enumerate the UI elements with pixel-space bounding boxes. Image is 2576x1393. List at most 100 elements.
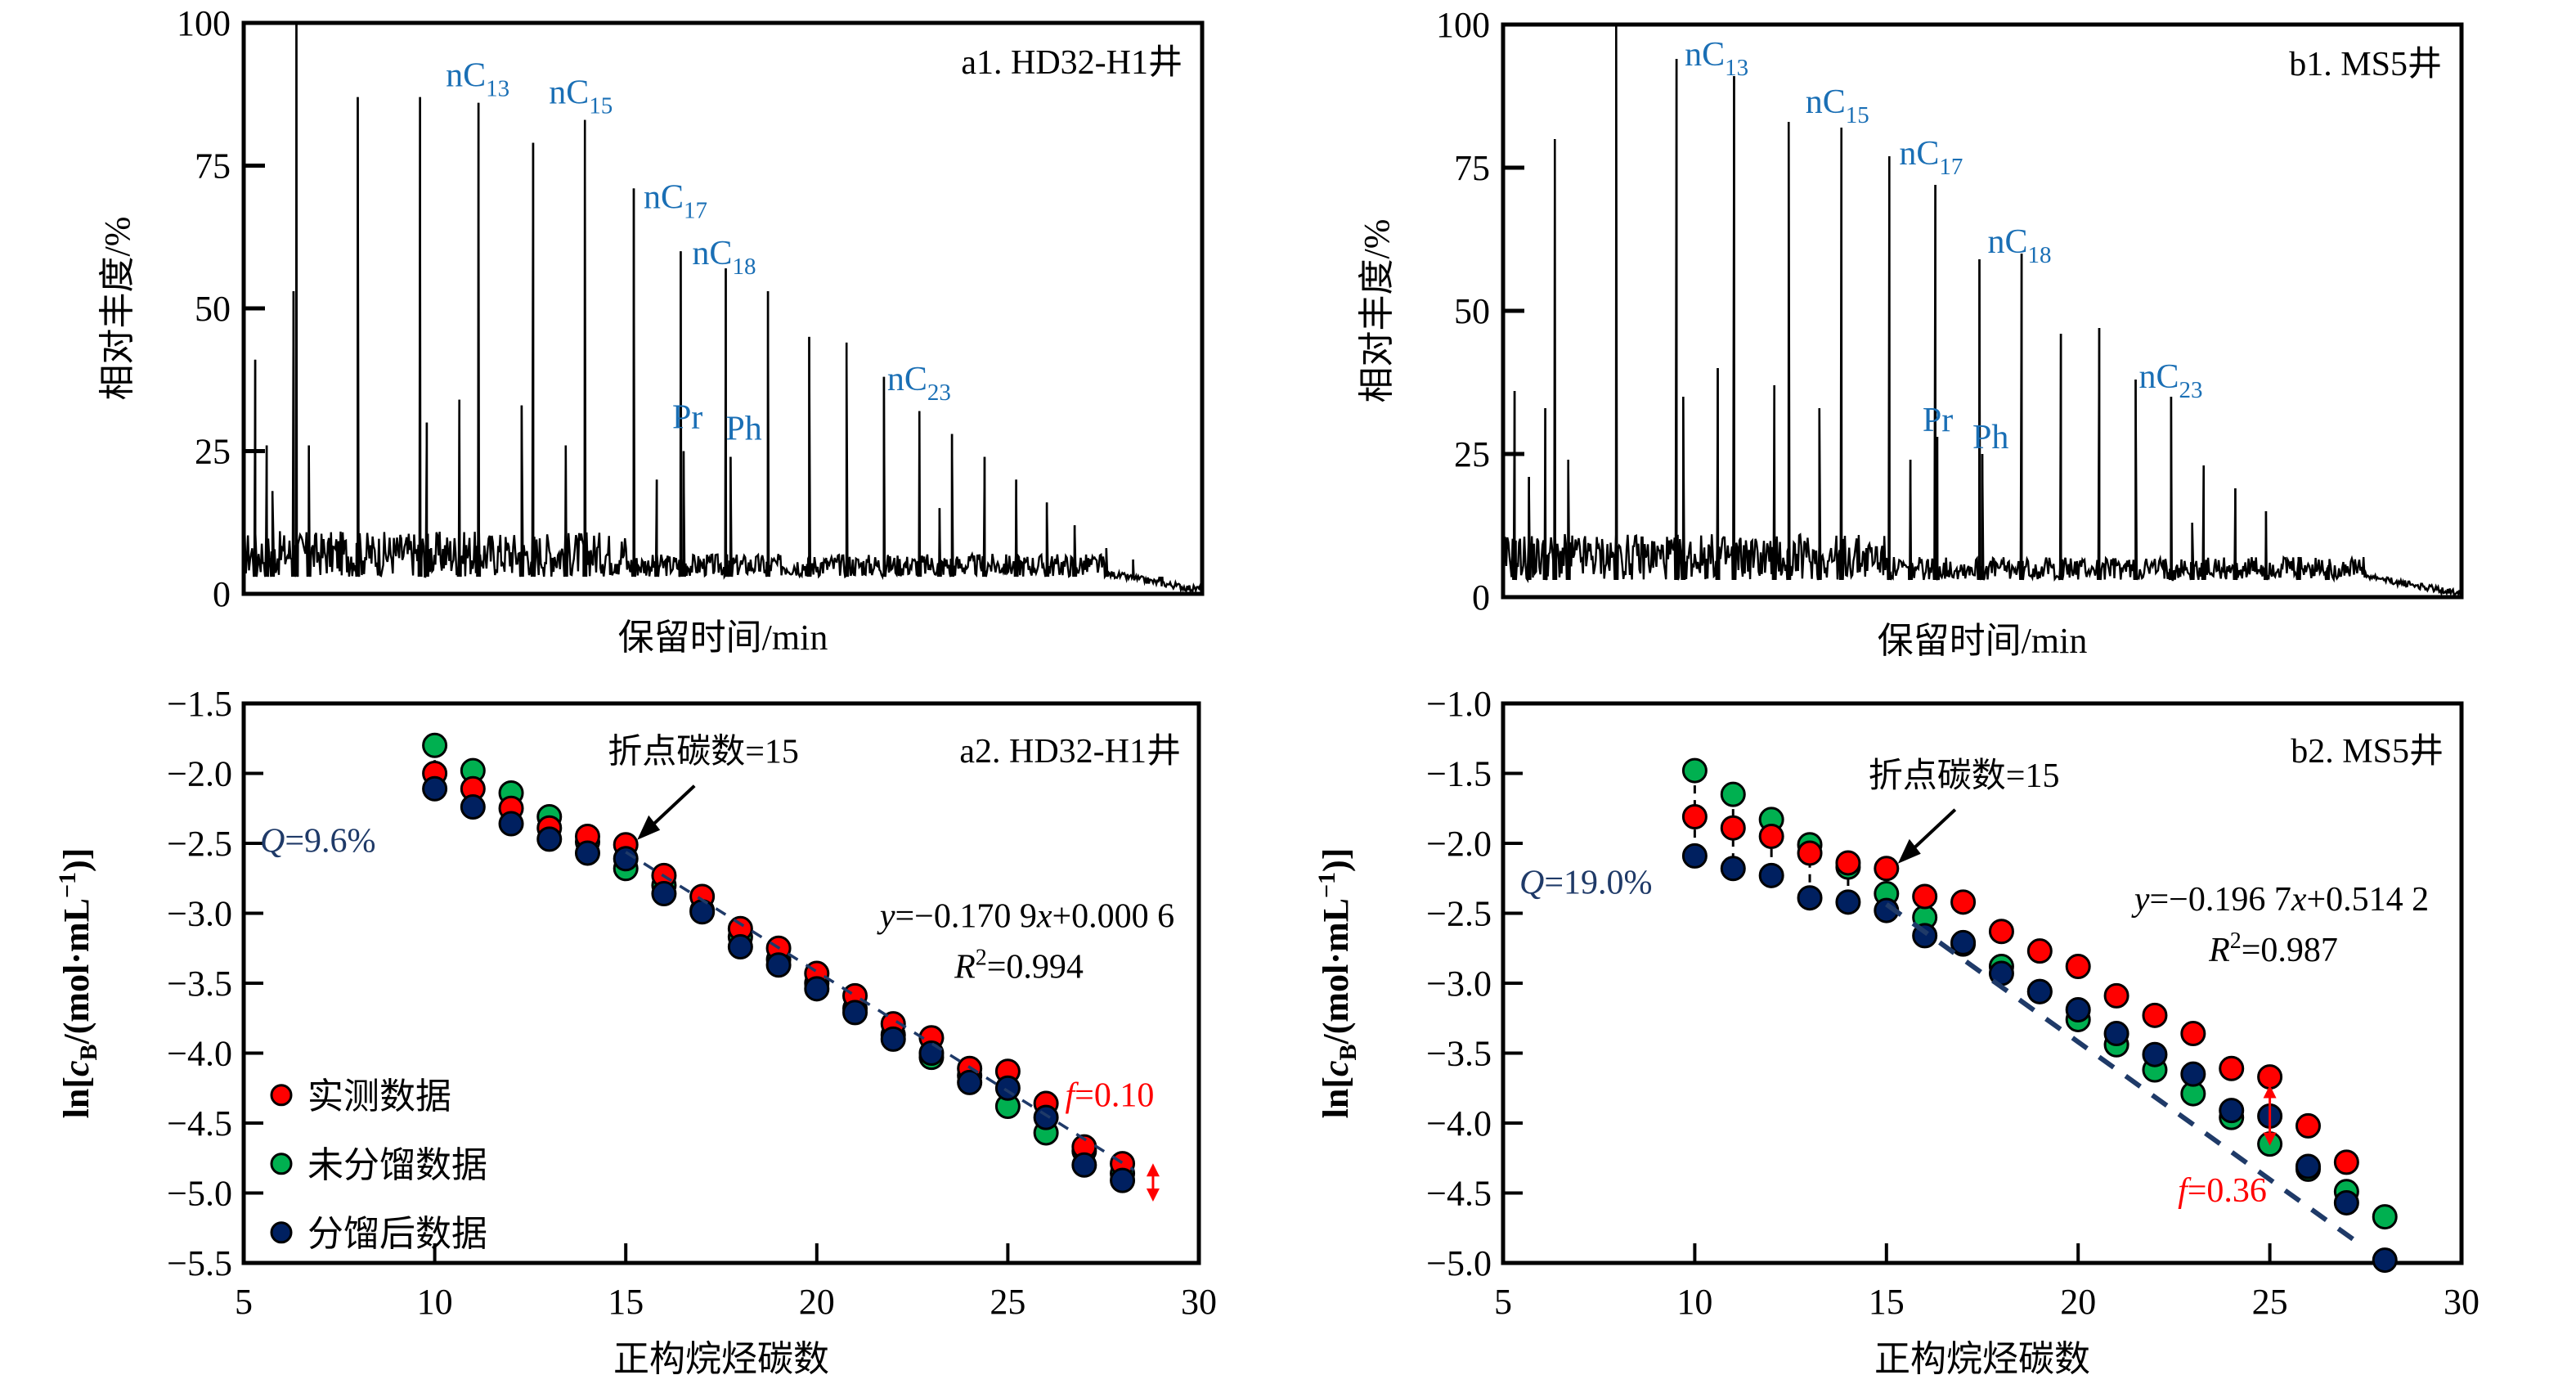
y-tick-label: −5.5	[167, 1243, 232, 1283]
y-axis-title-var: c	[1316, 1060, 1356, 1076]
r-squared-sup: 2	[976, 946, 987, 971]
legend-label: 分馏后数据	[307, 1214, 487, 1254]
legend-label: 未分馏数据	[307, 1145, 487, 1185]
data-point-measured	[1681, 804, 1708, 830]
data-point-unfractionated	[1681, 757, 1708, 784]
fit-equation-x: x	[2291, 881, 2307, 919]
data-point-fractionated	[2333, 1189, 2359, 1216]
r-squared-symbol: R	[2208, 932, 2230, 969]
y-axis-title: 相对丰度/%	[97, 217, 137, 401]
data-point-fractionated	[2219, 1098, 2245, 1124]
peak-label-sub: 15	[589, 93, 613, 119]
data-point-measured	[2257, 1064, 2283, 1090]
peak-label: nC17	[644, 178, 707, 223]
breakpoint-label: 折点碳数=15	[1869, 757, 2060, 795]
y-axis-title-unit: /(mol·mL	[56, 898, 96, 1045]
x-tick-label: 25	[2252, 1282, 2288, 1322]
fit-equation: y=−0.196 7x+0.514 2	[2131, 881, 2429, 919]
data-point-unfractionated	[2372, 1204, 2398, 1230]
breakpoint-arrow-head	[637, 815, 661, 840]
y-tick-label: 0	[1472, 577, 1490, 618]
data-point-measured	[2333, 1149, 2359, 1175]
fit-line	[625, 851, 1135, 1171]
data-point-unfractionated	[1720, 781, 1746, 807]
plot-frame	[241, 20, 1205, 596]
x-axis-title: 正构烷烃碳数	[613, 1339, 829, 1379]
data-point-fractionated	[2103, 1021, 2129, 1047]
peak-label-main: nC	[887, 361, 927, 398]
peak-label-main: nC	[1685, 36, 1725, 74]
peak-label: nC18	[1987, 223, 2051, 268]
y-tick-label: −3.5	[167, 964, 232, 1004]
y-tick-label: 0	[213, 574, 231, 614]
r-squared-value: =0.994	[987, 949, 1084, 986]
y-tick-label: −2.5	[1426, 894, 1492, 934]
peak-label: Ph	[1972, 419, 2008, 456]
panel-title: b2. MS5井	[2291, 733, 2444, 771]
y-tick-label: 50	[195, 289, 231, 329]
data-point-measured	[1912, 883, 1938, 910]
x-tick-label: 5	[235, 1282, 253, 1322]
y-axis-title-close: )]	[56, 848, 96, 872]
data-point-measured	[1797, 840, 1823, 866]
peak-label-main: Pr	[1923, 402, 1953, 439]
peak-label-main: nC	[644, 178, 684, 216]
panel-title: a1. HD32-H1井	[961, 44, 1183, 82]
peak-label-main: nC	[1987, 223, 2027, 261]
fit-equation-slope: =−0.196 7	[2149, 881, 2291, 919]
q-label-value: =19.0%	[1544, 865, 1652, 902]
y-tick-label: −4.5	[167, 1103, 232, 1144]
y-tick-label: −4.0	[1426, 1103, 1492, 1144]
y-tick-label: 100	[1436, 5, 1490, 45]
y-tick-label: −1.0	[1426, 684, 1492, 724]
y-axis-title: 相对丰度/%	[1357, 219, 1397, 403]
y-tick-label: −2.5	[167, 824, 232, 864]
legend-label: 实测数据	[307, 1076, 451, 1117]
data-point-fractionated	[1033, 1104, 1059, 1130]
f-label-value: =0.36	[2188, 1172, 2267, 1210]
chromatogram-trace	[1501, 24, 2462, 597]
data-point-measured	[1874, 856, 1900, 882]
data-point-fractionated	[957, 1069, 983, 1095]
y-tick-label: −3.0	[167, 894, 232, 934]
y-tick-label: 100	[177, 3, 231, 43]
data-point-fractionated	[2180, 1061, 2206, 1087]
x-axis-title: 保留时间/min	[618, 618, 828, 658]
peak-label: nC13	[1685, 36, 1748, 81]
peak-label-sub: 23	[2179, 377, 2203, 403]
peak-label: Pr	[672, 399, 702, 437]
scatter-a2: 5 10 15 20 25 30 −1.5 −2.0 −2.5 −3.0 −3.5 −4.0 −4.5 −…	[54, 684, 1217, 1379]
data-point-measured	[2295, 1112, 2321, 1139]
q-label-symbol: Q	[1519, 865, 1544, 902]
panel-title: a2. HD32-H1井	[959, 733, 1181, 771]
data-point-fractionated	[2142, 1041, 2168, 1067]
data-point-measured	[2026, 938, 2053, 964]
y-tick-label: −3.5	[1426, 1034, 1492, 1074]
data-point-measured	[2065, 953, 2091, 979]
peak-label-sub: 23	[927, 380, 951, 406]
data-point-fractionated	[574, 840, 600, 866]
data-point-fractionated	[422, 775, 448, 802]
scatter-b2: 5 10 15 20 25 30 −1.0 −1.5 −2.0 −2.5 −3.0 −3.5 −4.0 −…	[1313, 684, 2480, 1379]
y-axis-title-sup: −1	[1313, 872, 1340, 898]
y-tick-label: −2.0	[167, 754, 232, 794]
data-point-fractionated	[1758, 862, 1784, 888]
peak-label: nC15	[1806, 83, 1869, 128]
data-point-fractionated	[2065, 996, 2091, 1022]
peak-label-sub: 18	[732, 254, 756, 280]
data-point-fractionated	[880, 1026, 906, 1052]
y-tick-label: 75	[195, 146, 231, 186]
data-point-measured	[2180, 1021, 2206, 1047]
q-label-value: =9.6%	[285, 822, 375, 860]
data-point-fractionated	[1797, 885, 1823, 911]
data-point-measured	[1758, 823, 1784, 849]
data-point-fractionated	[1720, 856, 1746, 882]
peak-label-main: nC	[549, 74, 589, 112]
y-tick-label: 50	[1454, 291, 1490, 331]
data-point-fractionated	[498, 811, 524, 837]
q-label: Q=19.0%	[1519, 865, 1653, 902]
breakpoint-arrow-head	[1897, 838, 1921, 864]
peak-label-main: Ph	[1972, 419, 2008, 456]
peak-label-main: nC	[1899, 135, 1939, 173]
